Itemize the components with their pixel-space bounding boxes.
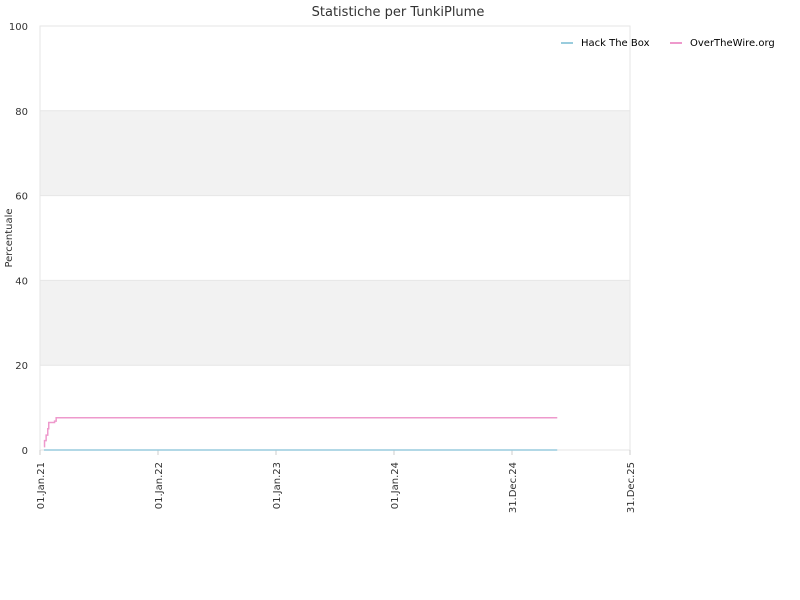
legend-item-label[interactable]: OverTheWire.org: [690, 38, 775, 49]
y-tick-label: 0: [22, 446, 28, 457]
x-tick-label: 31.Dec.25: [626, 462, 637, 513]
legend-item-label[interactable]: Hack The Box: [581, 38, 650, 49]
x-axis-ticks: 01.Jan.21 01.Jan.22 01.Jan.23 01.Jan.24 31.D…: [36, 450, 637, 513]
chart-band: [40, 110, 630, 196]
x-tick-label: 01.Jan.21: [36, 462, 47, 509]
x-tick-label: 01.Jan.22: [154, 462, 165, 509]
chart-band: [40, 280, 630, 366]
chart-series: [43, 417, 558, 451]
x-tick-label: 01.Jan.24: [390, 462, 401, 509]
x-tick-label: 01.Jan.23: [272, 462, 283, 509]
y-axis-label: Percentuale: [4, 208, 15, 267]
y-tick-label: 20: [15, 361, 28, 372]
chart-bands: [40, 110, 630, 366]
series-line: [43, 417, 558, 448]
x-tick-label: 31.Dec.24: [508, 462, 519, 513]
y-tick-label: 80: [15, 107, 28, 118]
chart-title: Statistiche per TunkiPlume: [312, 5, 485, 20]
y-tick-label: 60: [15, 192, 28, 203]
y-tick-label: 100: [9, 22, 28, 33]
chart-gridlines: [40, 25, 630, 451]
chart-legend: Hack The Box OverTheWire.org: [561, 38, 775, 49]
y-tick-label: 40: [15, 276, 28, 287]
y-axis-ticks: 0 20 40 60 80 100: [9, 22, 28, 457]
plot-frame: [39, 25, 631, 451]
